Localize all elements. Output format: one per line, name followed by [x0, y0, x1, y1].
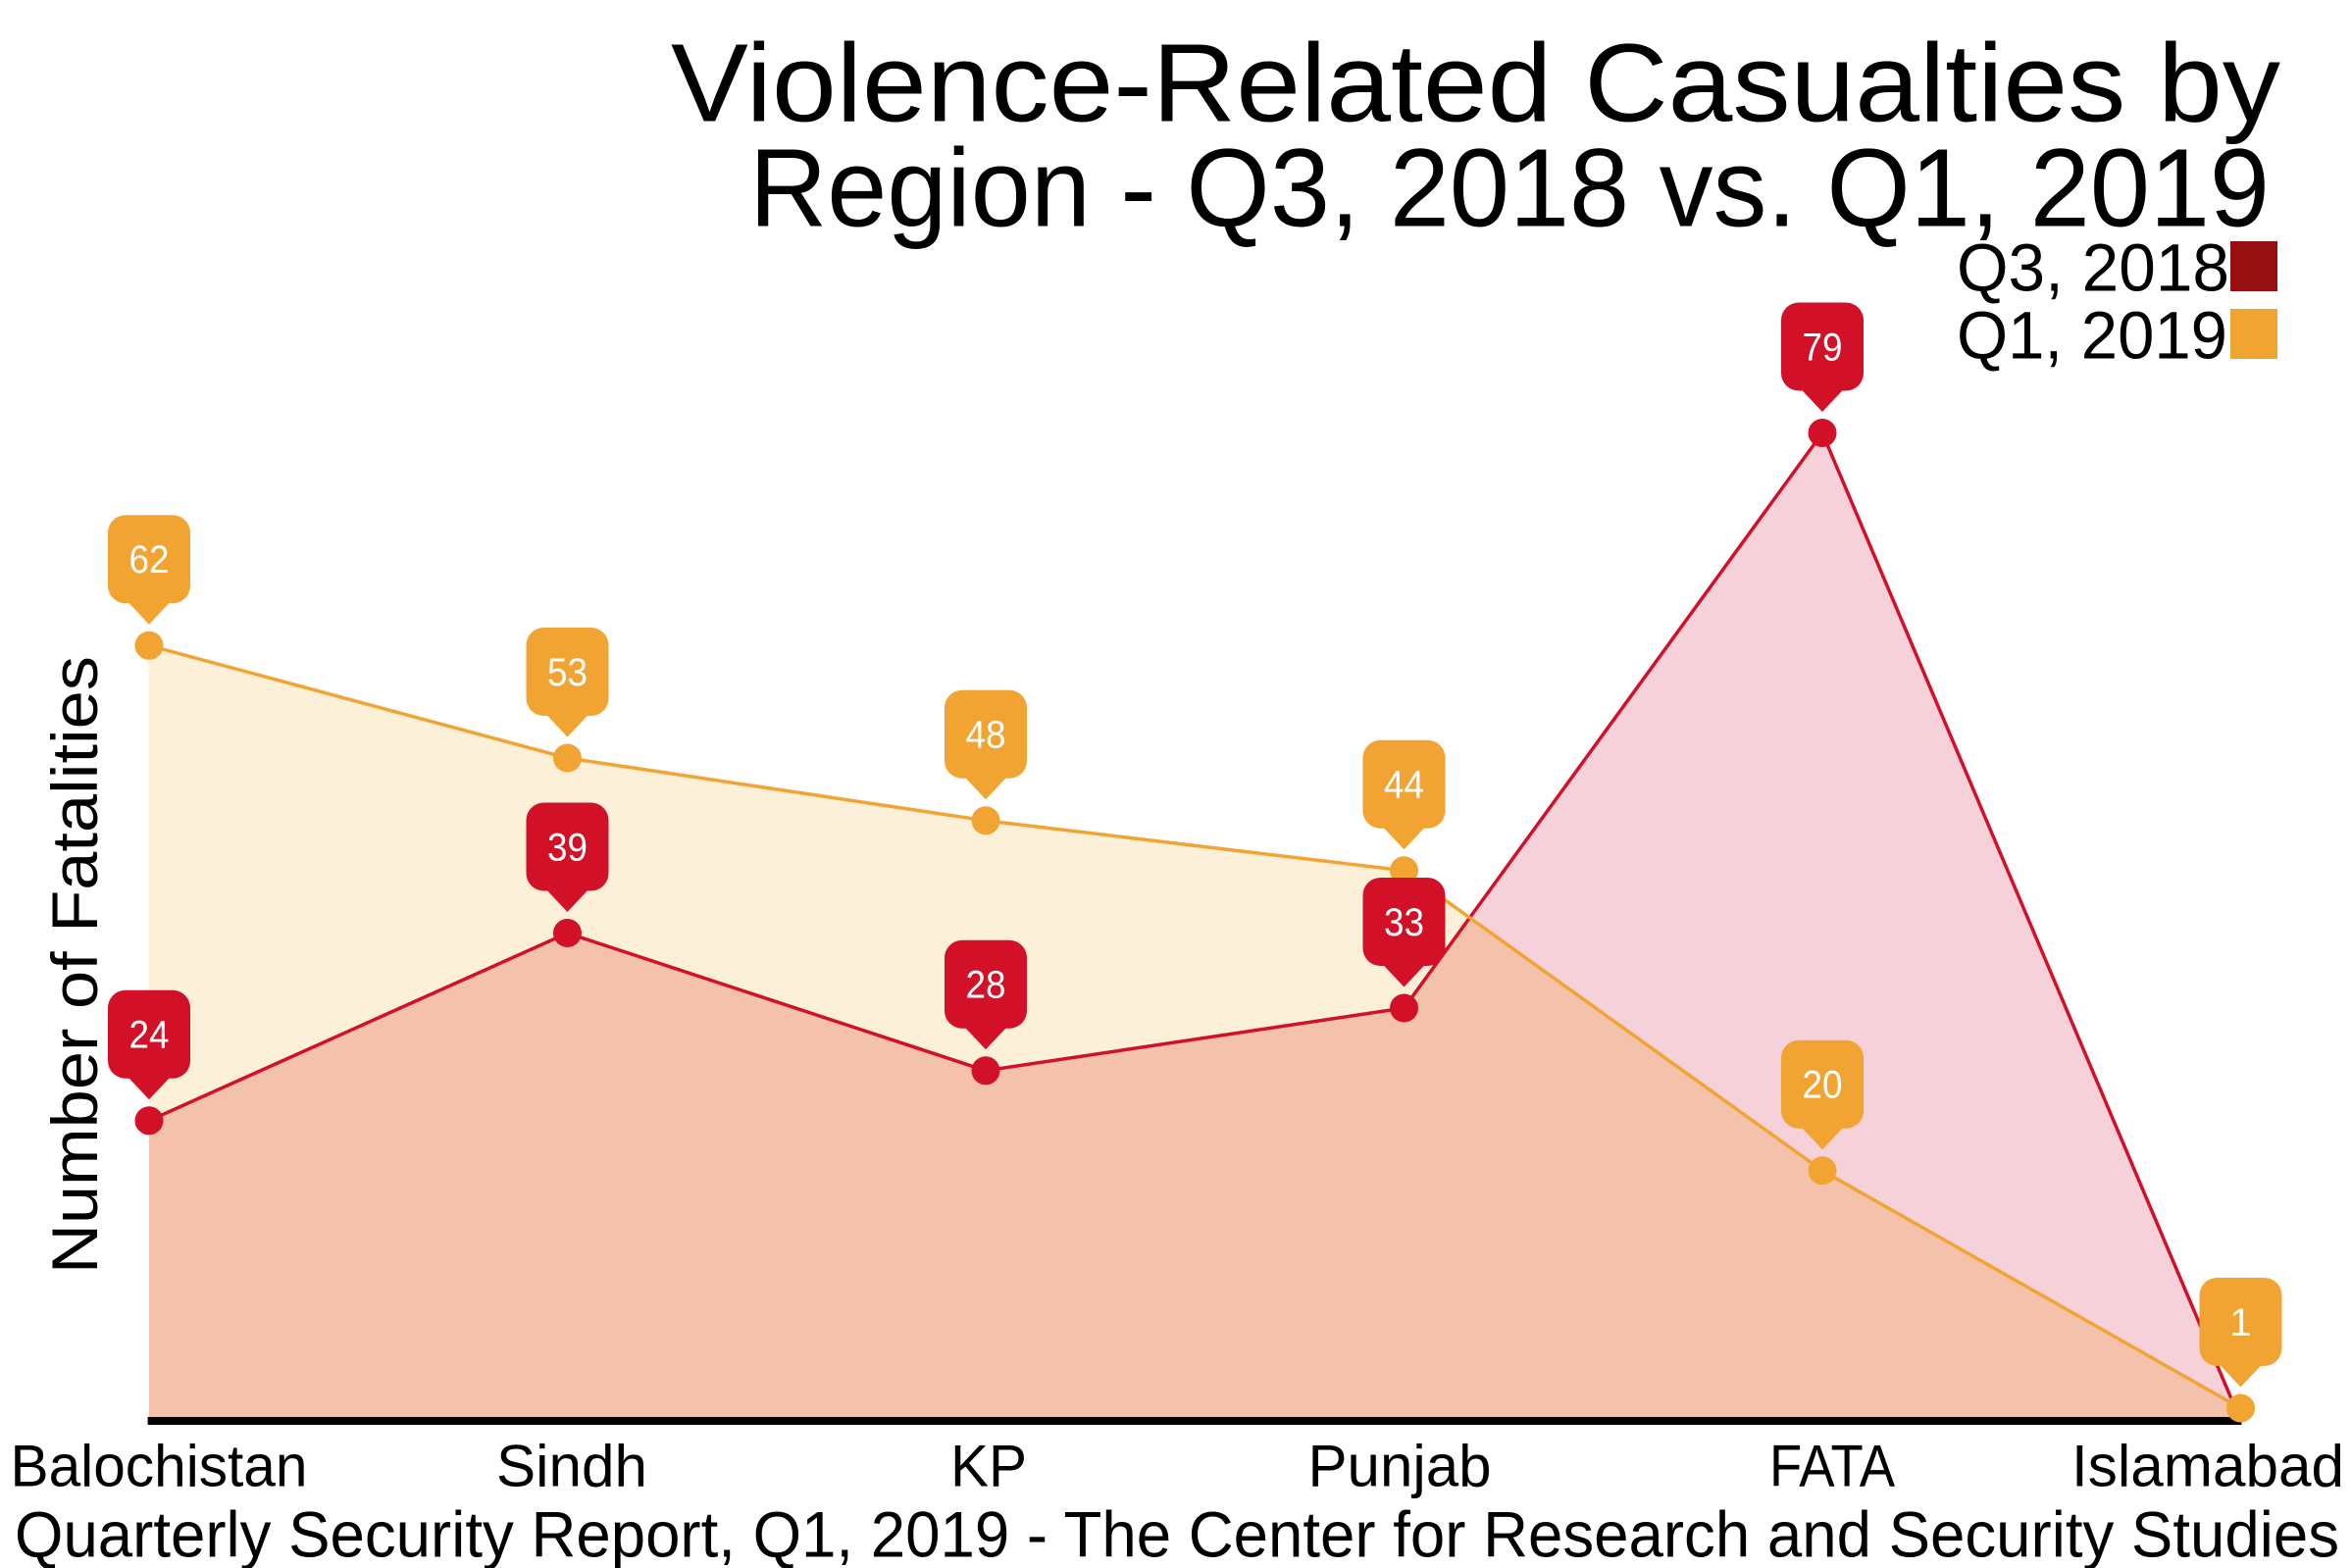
svg-text:Sindh: Sindh: [496, 1434, 647, 1499]
svg-text:44: 44: [1384, 764, 1424, 807]
svg-text:Region - Q3, 2018 vs. Q1, 2019: Region - Q3, 2018 vs. Q1, 2019: [749, 126, 2270, 250]
svg-text:28: 28: [966, 964, 1006, 1007]
svg-text:33: 33: [1384, 901, 1424, 944]
svg-text:Number of Fatalities: Number of Fatalities: [38, 656, 111, 1274]
svg-text:20: 20: [1803, 1064, 1843, 1107]
svg-text:FATA: FATA: [1769, 1434, 1895, 1499]
svg-text:1: 1: [2229, 1301, 2251, 1344]
svg-text:Islamabad: Islamabad: [2071, 1434, 2344, 1499]
svg-text:39: 39: [547, 826, 588, 869]
svg-text:Balochistan: Balochistan: [11, 1434, 308, 1499]
svg-text:KP: KP: [950, 1434, 1027, 1499]
svg-text:Punjab: Punjab: [1308, 1434, 1492, 1499]
svg-text:79: 79: [1803, 326, 1843, 369]
svg-text:Q3, 2018: Q3, 2018: [1957, 230, 2229, 306]
svg-text:62: 62: [129, 538, 170, 582]
svg-text:Q1, 2019: Q1, 2019: [1957, 298, 2227, 374]
svg-text:48: 48: [966, 714, 1006, 757]
svg-text:Violence-Related Casualties by: Violence-Related Casualties by: [671, 22, 2281, 145]
svg-text:24: 24: [129, 1014, 170, 1057]
svg-text:Quarterly Security Report, Q1,: Quarterly Security Report, Q1, 2019 - Th…: [15, 1498, 2339, 1568]
svg-text:53: 53: [547, 651, 588, 694]
